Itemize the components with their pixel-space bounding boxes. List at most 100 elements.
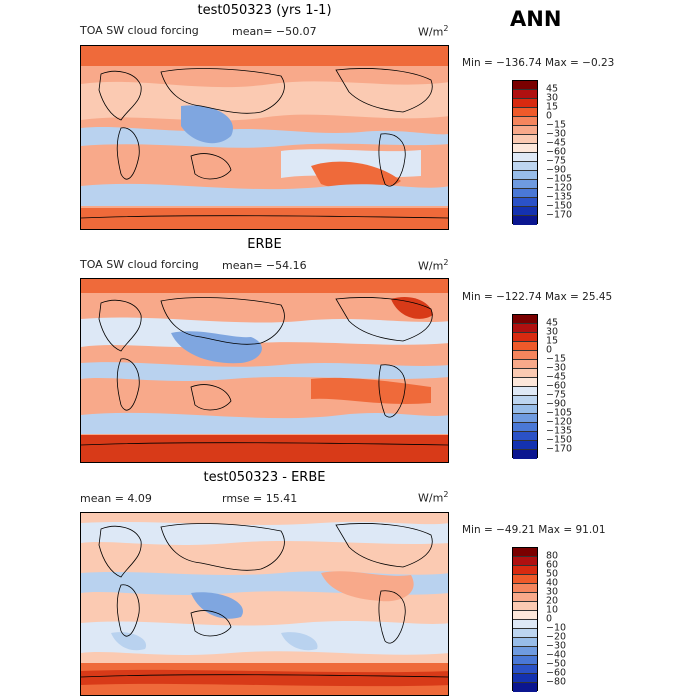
colorbar-tick-label: −45 xyxy=(546,137,567,149)
colorbar-swatch xyxy=(513,441,537,450)
colorbar-swatch xyxy=(513,153,537,162)
panel-3-minmax: Min = −49.21 Max = 91.01 xyxy=(462,524,606,536)
colorbar-tick-label: −90 xyxy=(546,164,567,176)
colorbar-swatch xyxy=(513,324,537,333)
panel-2-minmax: Min = −122.74 Max = 25.45 xyxy=(462,291,613,303)
colorbar-swatch xyxy=(513,171,537,180)
colorbar-swatch xyxy=(513,674,537,683)
colorbar-swatch xyxy=(513,189,537,198)
panel-2-map xyxy=(80,278,449,463)
colorbar-tick-label: 30 xyxy=(546,92,559,104)
colorbar-swatch xyxy=(513,602,537,611)
colorbar-tick-label: 10 xyxy=(546,604,559,616)
colorbar-tick-label: 60 xyxy=(546,559,559,571)
colorbar-swatch xyxy=(513,99,537,108)
panel-3-rmse: rmse = 15.41 xyxy=(222,492,298,505)
colorbar-tick-label: 30 xyxy=(546,326,559,338)
colorbar-swatch xyxy=(513,584,537,593)
panel-1-title: test050323 (yrs 1-1) xyxy=(197,3,332,18)
colorbar-swatch xyxy=(513,548,537,557)
colorbar-swatch xyxy=(513,378,537,387)
colorbar-swatch xyxy=(513,108,537,117)
colorbar-swatch xyxy=(513,414,537,423)
colorbar-tick-label: 40 xyxy=(546,577,559,589)
colorbar-tick-label: −45 xyxy=(546,371,567,383)
colorbar-swatch xyxy=(513,423,537,432)
colorbar-tick-label: 20 xyxy=(546,595,559,607)
colorbar-swatch xyxy=(513,405,537,414)
colorbar-tick-label: −120 xyxy=(546,182,573,194)
colorbar-swatch xyxy=(513,81,537,90)
colorbar-tick-label: −135 xyxy=(546,425,573,437)
colorbar-swatch xyxy=(513,566,537,575)
colorbar-swatch xyxy=(513,396,537,405)
panel-1-units: W/m2 xyxy=(418,24,449,39)
colorbar-swatch xyxy=(513,369,537,378)
panel-2-title: ERBE xyxy=(247,237,282,252)
colorbar-tick-label: −170 xyxy=(546,443,573,455)
colorbar-tick-label: 0 xyxy=(546,110,553,122)
colorbar-tick-label: 30 xyxy=(546,586,559,598)
panel-1-field-label: TOA SW cloud forcing xyxy=(80,24,199,37)
colorbar-tick-label: −30 xyxy=(546,128,567,140)
colorbar-swatch xyxy=(513,683,537,692)
colorbar-tick-label: −120 xyxy=(546,416,573,428)
panel-2-mean: mean= −54.16 xyxy=(222,259,307,272)
colorbar-tick-label: −40 xyxy=(546,649,567,661)
colorbar-swatch xyxy=(513,575,537,584)
colorbar-swatch xyxy=(513,90,537,99)
colorbar-tick-label: −60 xyxy=(546,380,567,392)
colorbar-swatch xyxy=(513,198,537,207)
colorbar-swatch xyxy=(513,333,537,342)
colorbar-tick-label: 50 xyxy=(546,568,559,580)
colorbar-swatch xyxy=(513,162,537,171)
colorbar-swatch xyxy=(513,342,537,351)
colorbar-tick-label: −75 xyxy=(546,389,567,401)
colorbar-swatch xyxy=(513,665,537,674)
colorbar-swatch xyxy=(513,593,537,602)
colorbar-tick-label: 45 xyxy=(546,317,559,329)
panel-2-field-label: TOA SW cloud forcing xyxy=(80,258,199,271)
season-label: ANN xyxy=(510,7,562,31)
panel-1-map xyxy=(80,45,449,230)
colorbar-tick-label: −15 xyxy=(546,119,567,131)
colorbar-swatch xyxy=(513,360,537,369)
panel-3-units: W/m2 xyxy=(418,490,449,505)
colorbar-tick-label: 0 xyxy=(546,344,553,356)
colorbar-tick-label: −150 xyxy=(546,200,573,212)
colorbar-swatch xyxy=(513,315,537,324)
colorbar-swatch xyxy=(513,126,537,135)
colorbar-swatch xyxy=(513,351,537,360)
colorbar-swatch xyxy=(513,629,537,638)
panel-1-minmax: Min = −136.74 Max = −0.23 xyxy=(462,57,615,69)
colorbar-tick-label: −20 xyxy=(546,631,567,643)
colorbar-swatch xyxy=(513,432,537,441)
colorbar-tick-label: −50 xyxy=(546,658,567,670)
colorbar-swatch xyxy=(513,647,537,656)
colorbar-swatch xyxy=(513,135,537,144)
colorbar-tick-label: 15 xyxy=(546,335,559,347)
colorbar-tick-label: −10 xyxy=(546,622,567,634)
colorbar-tick-label: −60 xyxy=(546,667,567,679)
colorbar-swatch xyxy=(513,216,537,225)
panel-3-mean: mean = 4.09 xyxy=(80,492,152,505)
colorbar-swatch xyxy=(513,638,537,647)
colorbar-tick-label: −135 xyxy=(546,191,573,203)
colorbar-tick-label: −30 xyxy=(546,640,567,652)
panel-2-colorbar xyxy=(512,314,538,459)
panel-3-map xyxy=(80,512,449,696)
colorbar-swatch xyxy=(513,144,537,153)
colorbar-tick-label: 0 xyxy=(546,613,553,625)
panel-3-colorbar xyxy=(512,547,538,692)
panel-1-colorbar xyxy=(512,80,538,225)
colorbar-swatch xyxy=(513,450,537,459)
panel-2-units: W/m2 xyxy=(418,258,449,273)
colorbar-tick-label: 45 xyxy=(546,83,559,95)
colorbar-swatch xyxy=(513,656,537,665)
colorbar-tick-label: −90 xyxy=(546,398,567,410)
colorbar-swatch xyxy=(513,611,537,620)
colorbar-tick-label: 80 xyxy=(546,550,559,562)
colorbar-tick-label: −75 xyxy=(546,155,567,167)
colorbar-tick-label: 15 xyxy=(546,101,559,113)
colorbar-swatch xyxy=(513,207,537,216)
